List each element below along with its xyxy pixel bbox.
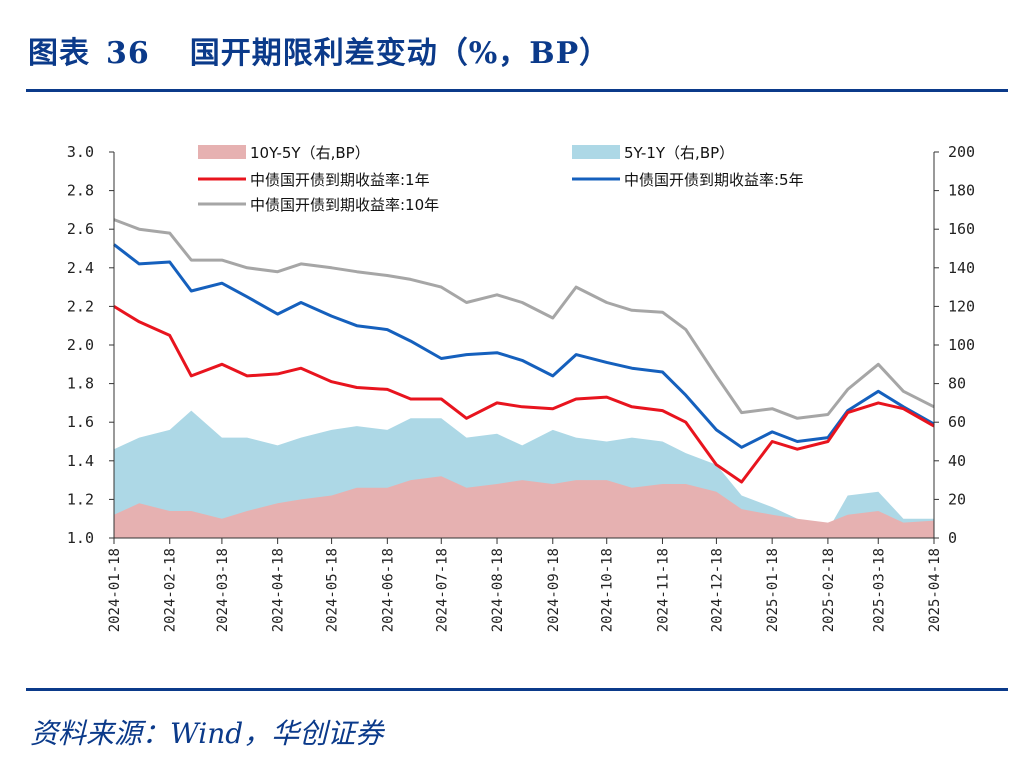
y-right-tick-label: 120 xyxy=(948,297,975,315)
y-left-tick-label: 2.2 xyxy=(67,297,94,315)
y-right-tick-label: 200 xyxy=(948,143,975,161)
x-tick-label: 2024-02-18 xyxy=(163,548,179,632)
y-right-tick-label: 20 xyxy=(948,490,966,508)
x-tick-label: 2024-10-18 xyxy=(600,548,616,632)
legend-label: 中债国开债到期收益率:10年 xyxy=(250,196,439,214)
y-left-tick-label: 2.8 xyxy=(67,182,94,200)
source-note: 资料来源：Wind，华创证券 xyxy=(30,717,384,750)
x-tick-label: 2024-06-18 xyxy=(380,548,396,632)
header-rule xyxy=(26,89,1008,92)
chart: 3.02.82.62.42.22.01.81.61.41.21.02001801… xyxy=(67,143,975,632)
x-tick-label: 2024-11-18 xyxy=(655,548,671,632)
area-series xyxy=(114,476,934,538)
y-left-tick-label: 1.8 xyxy=(67,375,94,393)
footer-rule xyxy=(26,688,1008,691)
legend-swatch xyxy=(572,145,620,159)
y-right-tick-label: 60 xyxy=(948,413,966,431)
legend-label: 中债国开债到期收益率:5年 xyxy=(624,171,804,189)
y-left-tick-label: 1.0 xyxy=(67,529,94,547)
x-tick-label: 2024-07-18 xyxy=(434,548,450,632)
y-left-tick-label: 1.6 xyxy=(67,413,94,431)
page-title: 图表 36 国开期限利差变动（%，BP） xyxy=(28,36,611,71)
x-tick-label: 2024-12-18 xyxy=(709,548,725,632)
y-right-tick-label: 40 xyxy=(948,452,966,470)
y-left-tick-label: 2.0 xyxy=(67,336,94,354)
y-left-tick-label: 2.6 xyxy=(67,220,94,238)
x-tick-label: 2024-01-18 xyxy=(107,548,123,632)
x-tick-label: 2024-05-18 xyxy=(325,548,341,632)
legend-label: 5Y-1Y（右,BP） xyxy=(624,144,734,162)
y-left-tick-label: 1.2 xyxy=(67,490,94,508)
y-right-tick-label: 0 xyxy=(948,529,957,547)
y-right-tick-label: 180 xyxy=(948,182,975,200)
line-series xyxy=(113,243,935,449)
x-tick-label: 2025-02-18 xyxy=(821,548,837,632)
x-tick-label: 2025-04-18 xyxy=(927,548,943,632)
x-tick-label: 2024-04-18 xyxy=(271,548,287,632)
x-tick-label: 2025-03-18 xyxy=(871,548,887,632)
y-right-tick-label: 140 xyxy=(948,259,975,277)
line-series xyxy=(113,305,935,484)
x-tick-label: 2024-08-18 xyxy=(490,548,506,632)
line-series xyxy=(113,218,935,420)
y-right-tick-label: 80 xyxy=(948,375,966,393)
y-left-tick-label: 3.0 xyxy=(67,143,94,161)
y-right-tick-label: 160 xyxy=(948,220,975,238)
legend-label: 10Y-5Y（右,BP） xyxy=(250,144,370,162)
legend-swatch xyxy=(198,145,246,159)
y-left-tick-label: 1.4 xyxy=(67,452,94,470)
x-tick-label: 2024-03-18 xyxy=(215,548,231,632)
y-right-tick-label: 100 xyxy=(948,336,975,354)
x-tick-label: 2025-01-18 xyxy=(765,548,781,632)
legend-label: 中债国开债到期收益率:1年 xyxy=(250,171,430,189)
y-left-tick-label: 2.4 xyxy=(67,259,94,277)
x-tick-label: 2024-09-18 xyxy=(546,548,562,632)
